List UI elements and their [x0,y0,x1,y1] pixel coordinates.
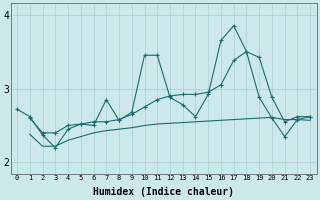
X-axis label: Humidex (Indice chaleur): Humidex (Indice chaleur) [93,186,234,197]
